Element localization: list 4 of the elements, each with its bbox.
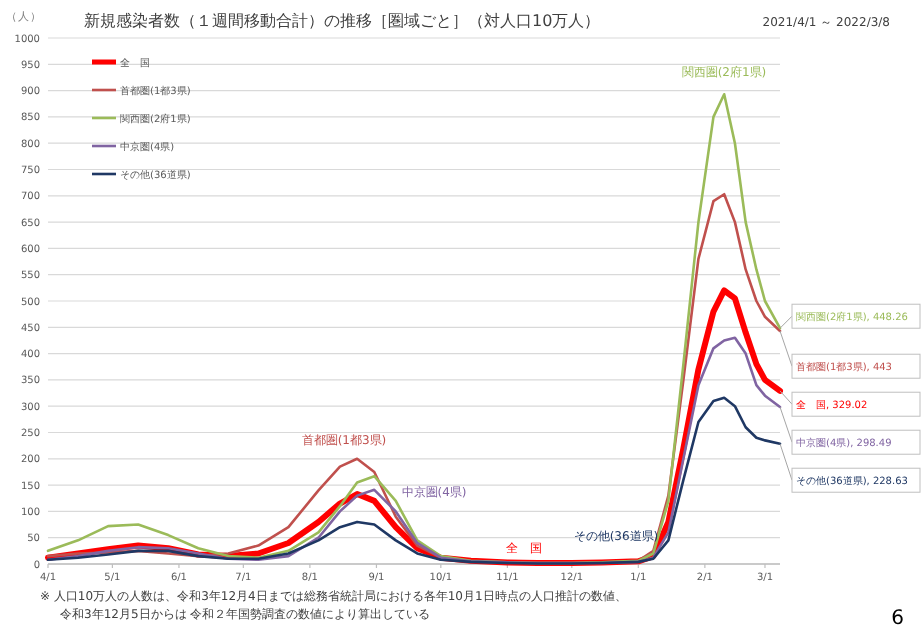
line-series bbox=[46, 396, 782, 565]
chart-title: 新規感染者数（１週間移動合計）の推移［圏域ごと］（対人口10万人） bbox=[84, 12, 601, 30]
line-series bbox=[46, 92, 782, 565]
text: 6 bbox=[891, 608, 904, 630]
